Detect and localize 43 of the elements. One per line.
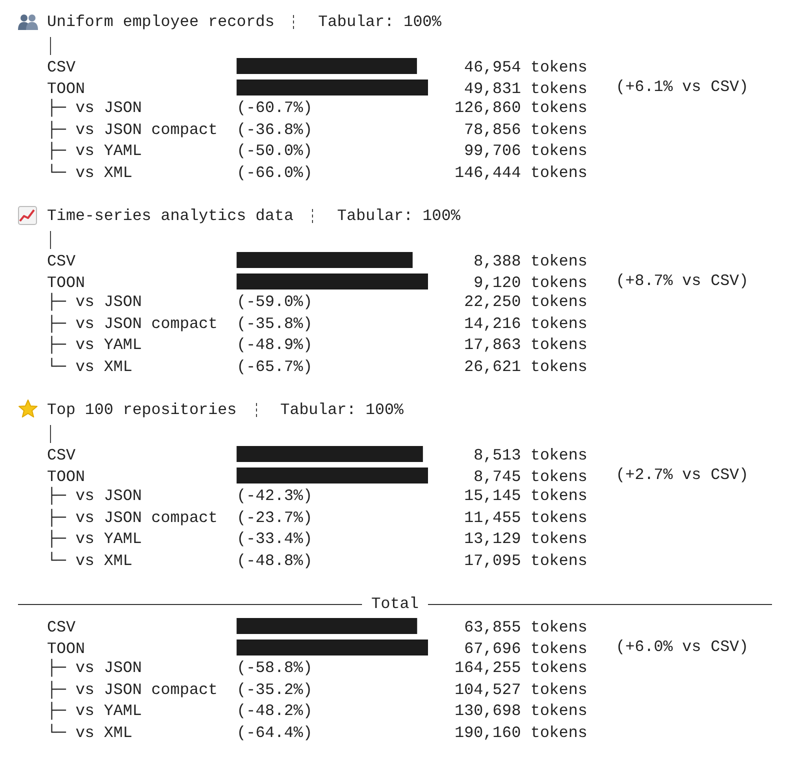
annotation: ├─ vs JSON (-59.0%) 22,250 tokens — [47, 292, 588, 313]
text: (+6.1% vs CSV) — [616, 76, 749, 98]
data-label: 49,831 tokens — [464, 80, 588, 98]
text: └─ vs XML (-65.7%) 26,621 tokens — [47, 356, 588, 378]
text: └─ vs XML (-66.0%) 146,444 tokens — [47, 162, 588, 184]
text: ├─ vs JSON compact (-35.8%) 14,216 tokens — [47, 314, 588, 335]
data-label: 63,855 tokens — [464, 618, 588, 637]
chart-title: Time-series analytics data — [47, 207, 294, 225]
data-label: 9,120 tokens — [474, 274, 588, 292]
data-label: 67,696 tokens — [464, 640, 588, 658]
data-label: 8,388 tokens — [474, 252, 588, 271]
text: ├─ vs YAML (-33.4%) 13,129 tokens — [47, 529, 588, 550]
text: └─ vs XML (-64.4%) 190,160 tokens — [47, 722, 588, 744]
y-tick-label: CSV — [47, 446, 76, 464]
annotation: ├─ vs JSON (-58.8%) 164,255 tokens — [47, 658, 588, 679]
chart-subtitle: Tabular: 100% — [318, 13, 442, 31]
text: ├─ vs YAML (-50.0%) 99,706 tokens — [47, 141, 588, 162]
annotation: ├─ vs JSON (-42.3%) 15,145 tokens — [47, 486, 588, 507]
data-label: 8,745 tokens — [474, 468, 588, 486]
chart-title: Total — [370, 594, 420, 615]
text: ├─ vs JSON compact (-23.7%) 11,455 tokens — [47, 508, 588, 529]
text: ├─ vs JSON compact (-36.8%) 78,856 tokens — [47, 120, 588, 141]
text: ├─ vs JSON compact (-35.2%) 104,527 tokens — [47, 680, 588, 701]
y-tick-label: CSV — [47, 252, 76, 270]
chart-subtitle: Tabular: 100% — [280, 401, 404, 419]
text: (+6.0% vs CSV) — [616, 636, 749, 658]
y-tick-label: CSV — [47, 58, 76, 76]
y-tick-label: TOON — [47, 468, 85, 486]
data-label: 8,513 tokens — [474, 446, 588, 465]
chart-title: Uniform employee records — [47, 13, 275, 31]
text: (+8.7% vs CSV) — [616, 270, 749, 292]
y-tick-label: CSV — [47, 618, 76, 636]
text: └─ vs XML (-48.8%) 17,095 tokens — [47, 550, 588, 572]
annotation: ├─ vs JSON (-60.7%) 126,860 tokens — [47, 98, 588, 119]
y-tick-label: TOON — [47, 640, 85, 658]
chart-title: Top 100 repositories — [47, 401, 237, 419]
chart-subtitle: Tabular: 100% — [337, 207, 460, 225]
text: ├─ vs YAML (-48.9%) 17,863 tokens — [47, 335, 588, 356]
text: ├─ vs YAML (-48.2%) 130,698 tokens — [47, 701, 588, 722]
y-tick-label: TOON — [47, 80, 85, 98]
data-label: 46,954 tokens — [464, 58, 588, 77]
y-tick-label: TOON — [47, 274, 85, 292]
text: (+2.7% vs CSV) — [616, 464, 749, 486]
